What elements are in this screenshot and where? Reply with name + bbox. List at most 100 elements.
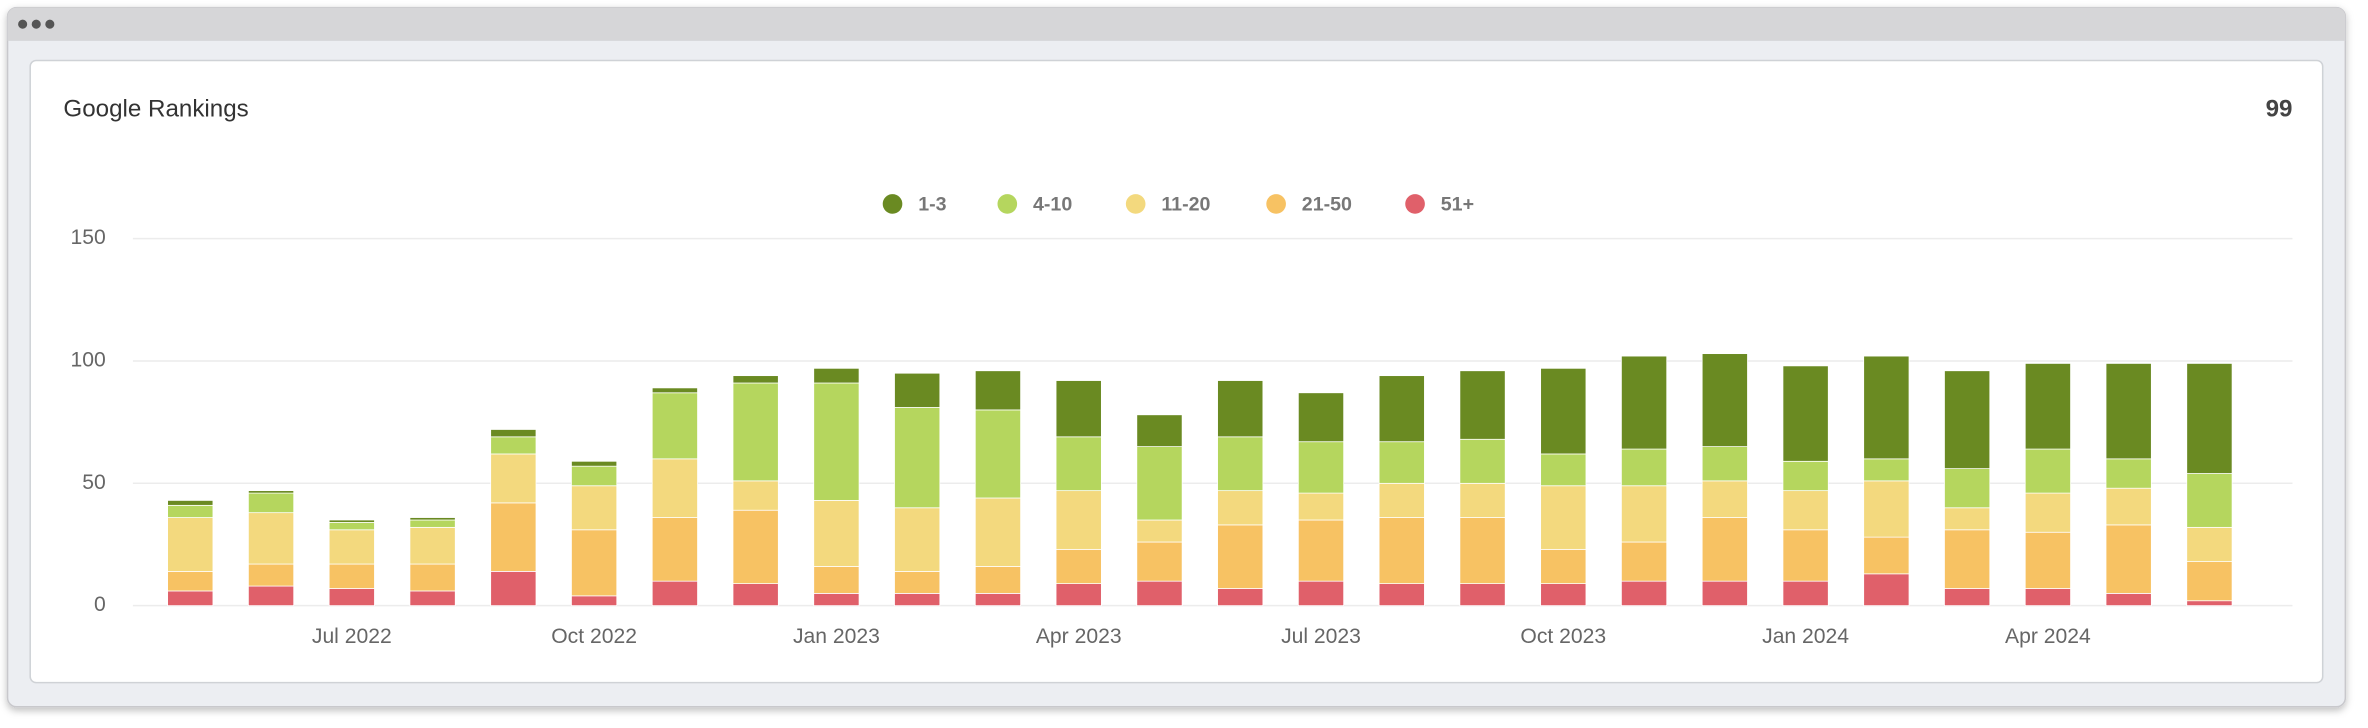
bar-segment (1621, 580, 1668, 607)
x-tick-label: Apr 2023 (1036, 625, 1122, 648)
window-dot[interactable] (45, 19, 55, 29)
bar-segment (732, 509, 779, 584)
bar-segment (490, 571, 537, 607)
bar-segment (409, 563, 456, 592)
legend-swatch (997, 194, 1018, 214)
bar-segment (490, 453, 537, 504)
bar-segment (2186, 526, 2233, 562)
bar-segment (1055, 583, 1102, 607)
x-tick-label: Jan 2024 (1762, 625, 1849, 648)
title-bar (7, 7, 2346, 41)
x-tick-label: Jul 2023 (1281, 625, 1361, 648)
y-tick-label: 150 (70, 226, 105, 249)
bar-segment (167, 504, 214, 518)
bar-segment (1540, 367, 1587, 455)
bar-segment (2024, 492, 2071, 533)
legend-label: 11-20 (1161, 194, 1210, 216)
bar-segment (248, 490, 295, 494)
legend-swatch (1125, 194, 1146, 214)
bar-segment (1136, 580, 1183, 607)
y-tick-label: 0 (94, 593, 106, 616)
bar-segment (1136, 519, 1183, 543)
bar-segment (328, 529, 375, 565)
window-dot[interactable] (18, 19, 28, 29)
bar-segment (409, 517, 456, 521)
bar-segment (167, 517, 214, 572)
bar-segment (894, 407, 941, 509)
bar-segment (1863, 536, 1910, 575)
bar-segment (813, 367, 860, 384)
bar-segment (1217, 588, 1264, 607)
window-dot[interactable] (31, 19, 41, 29)
bar-segment (1459, 583, 1506, 607)
bar-segment (1378, 375, 1425, 443)
bar-segment (1297, 580, 1345, 607)
bar-segment (1701, 446, 1748, 482)
bar-segment (1782, 490, 1829, 531)
bar-segment (2186, 561, 2233, 602)
summary-value: 99 (2266, 96, 2293, 123)
bar-segment (1621, 448, 1668, 487)
bar-segment (1782, 580, 1829, 607)
bar-segment (2024, 588, 2071, 607)
bar-segment (490, 429, 537, 438)
x-tick-label: Jul 2022 (312, 625, 392, 648)
bar-segment (894, 593, 941, 607)
legend-label: 51+ (1441, 194, 1474, 216)
bar-segment (1136, 414, 1183, 447)
bar-segment (732, 583, 779, 607)
bar-segment (409, 526, 456, 565)
bar-segment (974, 566, 1021, 594)
bar-segment (974, 593, 1021, 607)
bar-segment (2024, 448, 2071, 494)
bar-segment (813, 500, 860, 567)
bar-segment (248, 492, 295, 514)
bar-segment (1782, 529, 1829, 582)
bar-segment (1459, 438, 1506, 484)
bar-segment (1378, 441, 1425, 484)
bar-segment (1701, 517, 1748, 582)
bar-segment (1944, 507, 1991, 531)
bar-segment (2186, 600, 2233, 607)
bar-segment (1459, 482, 1506, 518)
legend-label: 1-3 (918, 194, 946, 216)
bar-segment (651, 458, 698, 518)
bar-segment (2105, 487, 2152, 526)
bar-segment (1944, 370, 1991, 470)
bar-segment (732, 382, 779, 482)
bar-segment (1540, 548, 1587, 584)
bar-segment (1459, 517, 1506, 584)
bar-segment (1217, 436, 1264, 492)
bar-segment (1621, 541, 1668, 582)
bar-segment (974, 370, 1021, 411)
bar-segment (2186, 363, 2233, 474)
x-tick-label: Jan 2023 (793, 625, 880, 648)
bar-segment (974, 409, 1021, 499)
bar-segment (167, 500, 214, 506)
bar-segment (2024, 363, 2071, 450)
bar-segment (571, 465, 618, 487)
x-tick-label: Oct 2022 (551, 625, 637, 648)
bar-segment (1055, 548, 1102, 584)
bar-segment (2105, 458, 2152, 489)
bar-segment (1540, 485, 1587, 550)
bar-segment (1459, 370, 1506, 440)
bar-segment (571, 529, 618, 597)
bar-segment (1782, 365, 1829, 462)
bar-segment (1378, 482, 1425, 518)
bar-segment (409, 519, 456, 528)
bar-segment (1863, 458, 1910, 482)
bar-segment (894, 372, 941, 408)
bar-segment (328, 519, 375, 523)
bar-segment (651, 392, 698, 460)
bar-segment (1701, 353, 1748, 447)
bar-segment (490, 436, 537, 455)
bar-segment (2186, 473, 2233, 528)
bar-segment (1297, 492, 1345, 521)
bar-segment (813, 566, 860, 594)
bar-segment (651, 517, 698, 582)
bar-segment (1378, 583, 1425, 607)
bar-segment (248, 512, 295, 565)
